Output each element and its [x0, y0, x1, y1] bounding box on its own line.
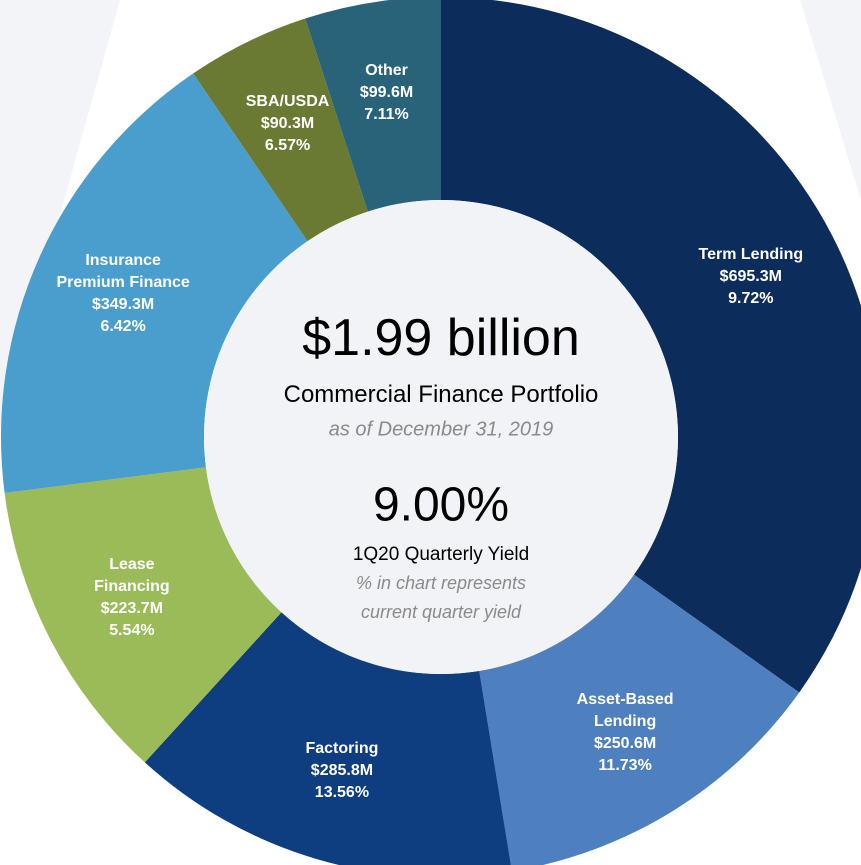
value-label: $99.6M [359, 83, 414, 101]
slice-label: Lease Financing $223.7M 5.54% [94, 554, 170, 642]
yield-label: 7.11% [364, 105, 409, 123]
center-date: as of December 31, 2019 [328, 418, 554, 441]
yield-label: 13.56% [314, 784, 370, 802]
slice-label: Asset-Based Lending $250.6M 11.73% [577, 689, 674, 777]
slice [479, 574, 800, 865]
slice-label: SBA/USDA $90.3M 6.57% [246, 91, 330, 157]
category-label: Asset-Based Lending [576, 690, 674, 730]
slice-label: Term Lending $695.3M 9.72% [699, 244, 804, 310]
slice [4, 467, 282, 763]
slice [441, 0, 861, 693]
slice [193, 18, 368, 242]
category-label: SBA/USDA [245, 93, 330, 111]
center-title: $1.99 billion [302, 309, 580, 367]
value-label: $285.8M [310, 762, 374, 780]
slice-label: Other $99.6M 7.11% [360, 60, 413, 126]
background-shape [800, 0, 861, 200]
slice [1, 73, 308, 494]
yield-label: 6.42% [100, 318, 146, 336]
yield-label: 11.73% [598, 756, 652, 774]
yield-label: 9.72% [728, 290, 774, 308]
center-subtitle: Commercial Finance Portfolio [283, 381, 599, 408]
value-label: $349.3M [91, 296, 155, 314]
yield-label: 6.57% [264, 137, 311, 155]
center-disc [204, 200, 678, 674]
center-yield: 9.00% [372, 478, 510, 532]
category-label: Factoring [305, 740, 379, 758]
value-label: $90.3M [260, 115, 315, 133]
category-label: Term Lending [698, 246, 804, 264]
slice-label: Insurance Premium Finance $349.3M 6.42% [56, 250, 189, 338]
category-label: Insurance Premium Finance [56, 252, 190, 292]
slice [305, 0, 441, 212]
category-label: Lease Financing [94, 555, 170, 595]
yield-label: 5.54% [109, 621, 155, 639]
value-label: $223.7M [100, 599, 164, 617]
slice [144, 612, 511, 865]
category-label: Other [365, 61, 408, 79]
value-label: $695.3M [719, 268, 782, 286]
slice-label: Factoring $285.8M 13.56% [305, 738, 378, 804]
center-note: % in chart represents current quarter yi… [355, 573, 527, 622]
center-yield-label: 1Q20 Quarterly Yield [352, 544, 530, 565]
value-label: $250.6M [593, 734, 657, 752]
